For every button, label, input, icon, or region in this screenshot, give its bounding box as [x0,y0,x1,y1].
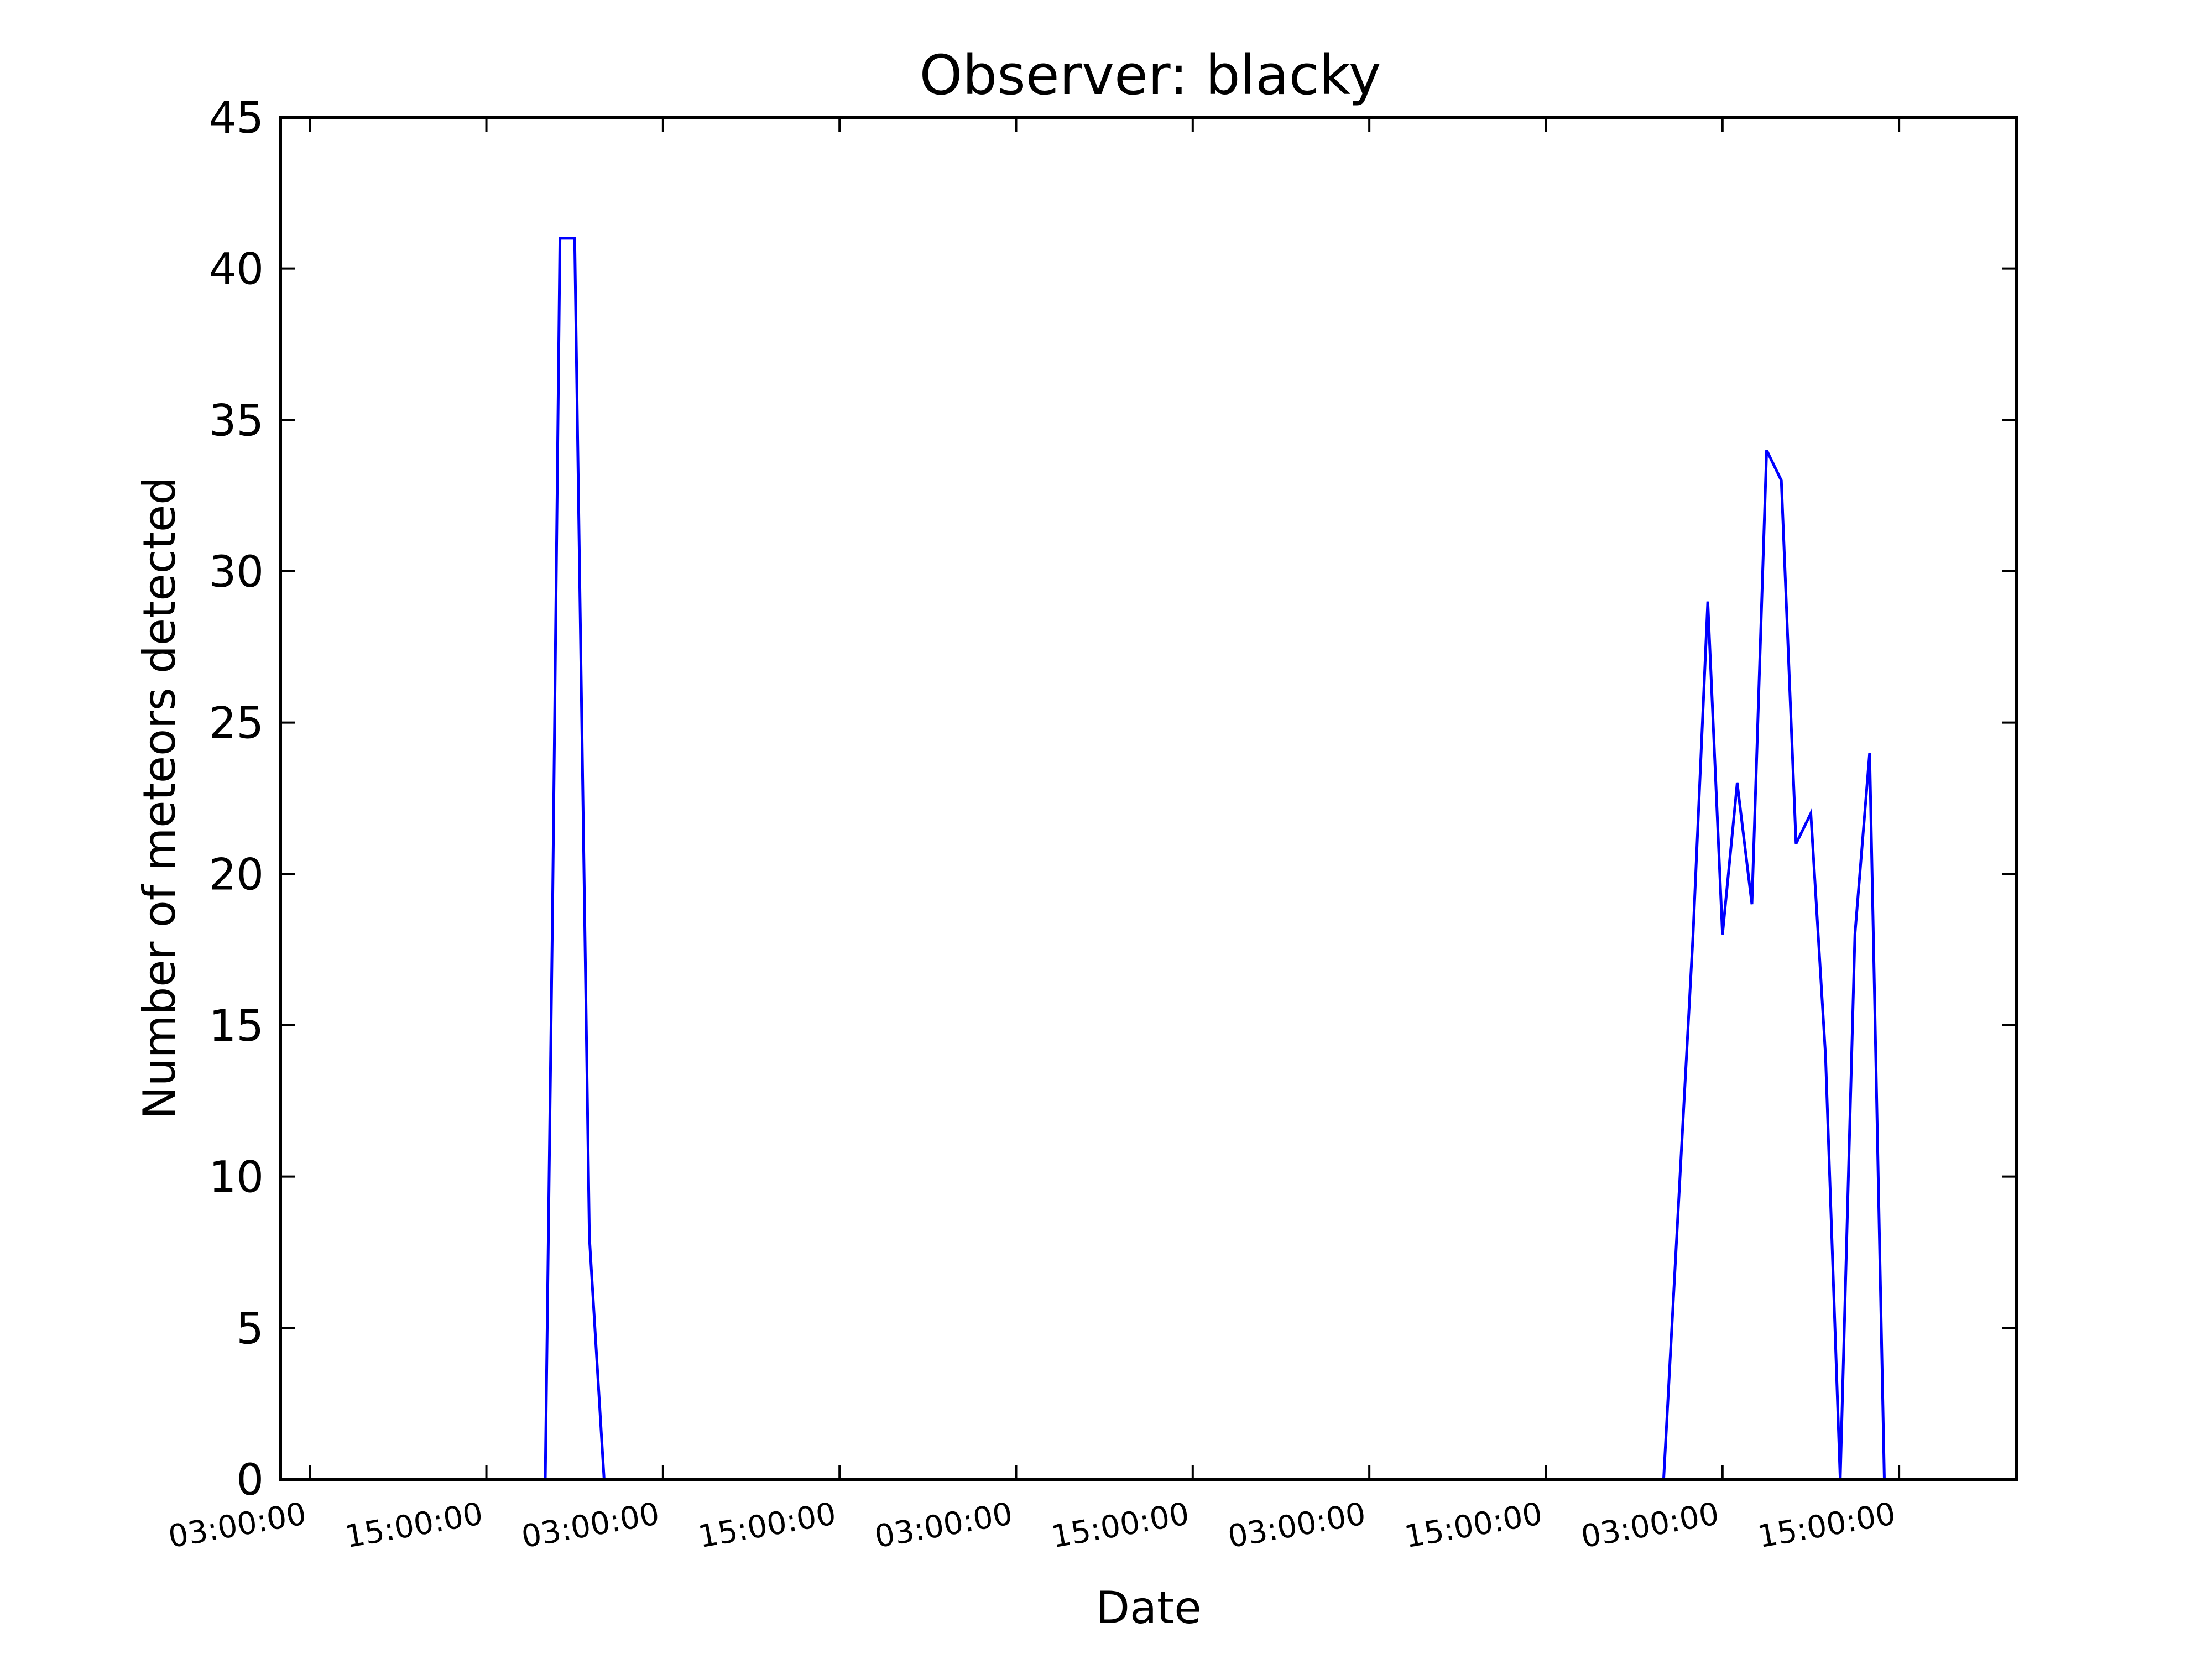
y-tick-label: 40 [209,245,264,295]
y-tick-label: 35 [209,396,264,446]
series-line [310,237,1900,1481]
plot-frame [279,116,2018,1481]
y-tick-label: 30 [209,547,264,597]
data-point [1736,782,1738,784]
x-axis-label: Date [1095,1582,1201,1634]
data-point [1722,934,1723,935]
y-tick-label: 20 [209,850,264,900]
y-axis-ticks: 0 5 10 15 20 25 30 35 40 45 [209,93,2017,1505]
data-point [1825,1055,1826,1056]
data-point [1781,480,1782,481]
y-tick-label: 15 [209,1001,264,1051]
data-point [552,904,553,905]
y-tick-label: 10 [209,1153,264,1203]
y-axis-label: Number of meteors detected [134,477,185,1119]
data-point [1766,450,1767,451]
chart-title: Observer: blacky [919,44,1381,107]
y-tick-label: 0 [236,1455,264,1505]
y-tick-label: 25 [209,699,264,749]
y-tick-label: 5 [236,1304,264,1354]
y-tick-label: 45 [209,93,264,143]
